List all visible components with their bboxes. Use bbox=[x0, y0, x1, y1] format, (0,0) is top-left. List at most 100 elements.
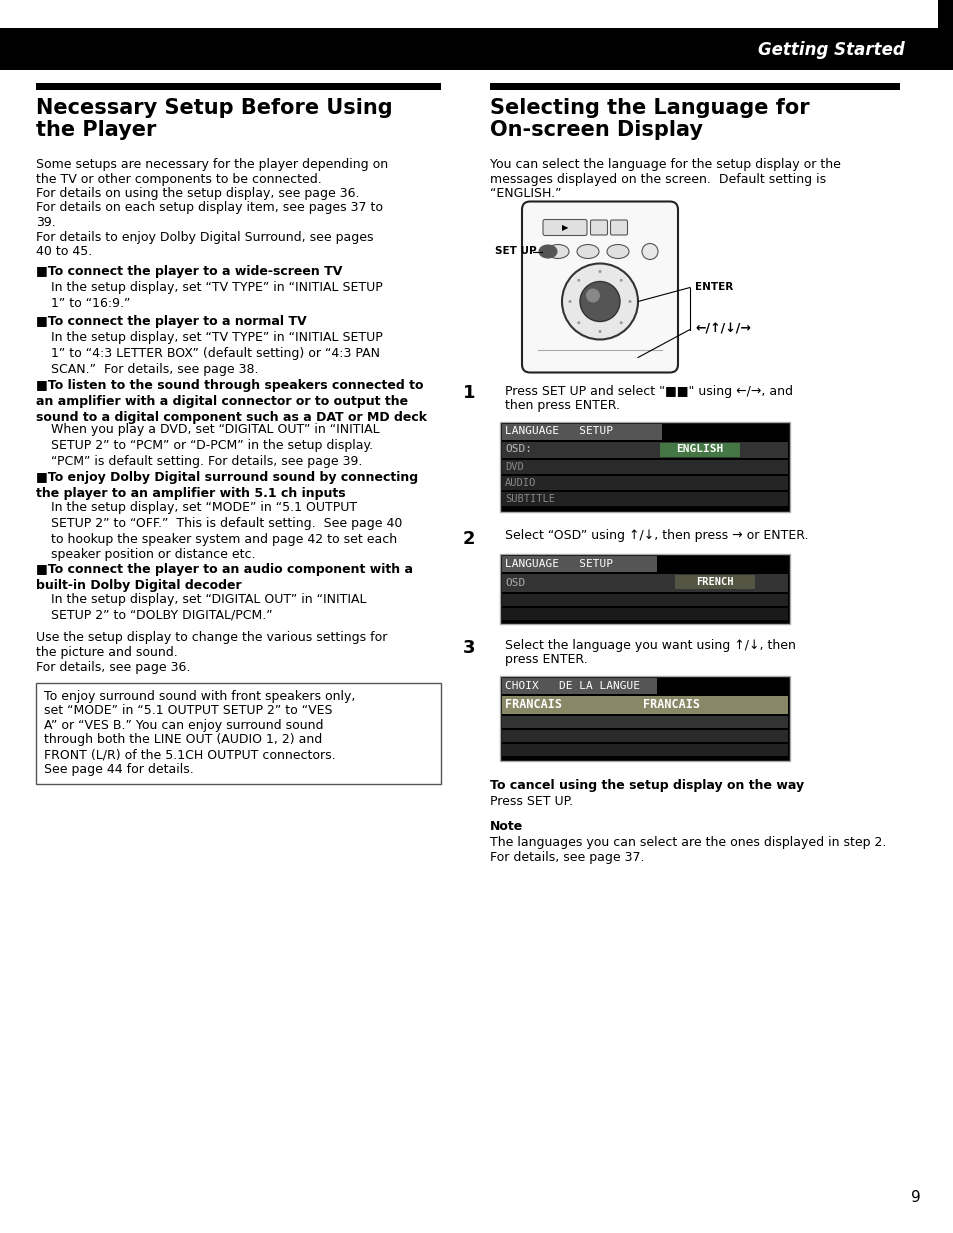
Text: 2: 2 bbox=[462, 529, 475, 547]
Text: You can select the language for the setup display or the: You can select the language for the setu… bbox=[490, 158, 840, 171]
Text: LANGUAGE   SETUP: LANGUAGE SETUP bbox=[504, 427, 613, 436]
Text: Press SET UP and select "■■" using ←/→, and: Press SET UP and select "■■" using ←/→, … bbox=[504, 385, 792, 397]
Text: Select the language you want using ↑/↓, then: Select the language you want using ↑/↓, … bbox=[504, 639, 795, 652]
Text: For details on using the setup display, see page 36.: For details on using the setup display, … bbox=[36, 187, 359, 200]
Text: On-screen Display: On-screen Display bbox=[490, 120, 702, 141]
Text: DVD: DVD bbox=[504, 461, 523, 471]
Text: Note: Note bbox=[490, 820, 522, 834]
Text: Selecting the Language for: Selecting the Language for bbox=[490, 97, 809, 118]
Text: FRANCAIS: FRANCAIS bbox=[504, 699, 561, 711]
Text: ←/↑/↓/→: ←/↑/↓/→ bbox=[695, 323, 750, 337]
Circle shape bbox=[577, 279, 579, 282]
Bar bbox=[675, 575, 754, 589]
Bar bbox=[501, 678, 657, 694]
Bar bbox=[501, 423, 661, 439]
Text: ■To enjoy Dolby Digital surround sound by connecting
the player to an amplifier : ■To enjoy Dolby Digital surround sound b… bbox=[36, 471, 417, 501]
Text: For details, see page 36.: For details, see page 36. bbox=[36, 661, 191, 673]
Text: AUDIO: AUDIO bbox=[504, 477, 536, 487]
Text: A” or “VES B.” You can enjoy surround sound: A” or “VES B.” You can enjoy surround so… bbox=[44, 719, 323, 732]
Text: See page 44 for details.: See page 44 for details. bbox=[44, 762, 193, 776]
Bar bbox=[659, 443, 740, 456]
Text: In the setup display, set “DIGITAL OUT” in “INITIAL
SETUP 2” to “DOLBY DIGITAL/P: In the setup display, set “DIGITAL OUT” … bbox=[51, 593, 366, 621]
Text: LANGUAGE   SETUP: LANGUAGE SETUP bbox=[504, 559, 613, 568]
Bar bbox=[937, 0, 953, 28]
Circle shape bbox=[585, 289, 599, 302]
Bar bbox=[501, 730, 787, 742]
Text: ▶: ▶ bbox=[561, 223, 568, 232]
Text: through both the LINE OUT (AUDIO 1, 2) and: through both the LINE OUT (AUDIO 1, 2) a… bbox=[44, 734, 322, 746]
Text: In the setup display, set “MODE” in “5.1 OUTPUT
SETUP 2” to “OFF.”  This is defa: In the setup display, set “MODE” in “5.1… bbox=[51, 502, 402, 561]
Text: Press SET UP.: Press SET UP. bbox=[490, 795, 573, 808]
Text: Getting Started: Getting Started bbox=[758, 41, 904, 59]
Text: Necessary Setup Before Using: Necessary Setup Before Using bbox=[36, 97, 393, 118]
Circle shape bbox=[561, 264, 638, 339]
Bar bbox=[36, 683, 440, 784]
Text: set “MODE” in “5.1 OUTPUT SETUP 2” to “VES: set “MODE” in “5.1 OUTPUT SETUP 2” to “V… bbox=[44, 704, 333, 718]
Circle shape bbox=[628, 300, 631, 303]
Text: For details to enjoy Dolby Digital Surround, see pages: For details to enjoy Dolby Digital Surro… bbox=[36, 231, 374, 243]
Bar bbox=[501, 743, 787, 756]
Text: For details, see page 37.: For details, see page 37. bbox=[490, 851, 644, 863]
Bar bbox=[499, 422, 789, 512]
Text: ■To connect the player to a wide-screen TV: ■To connect the player to a wide-screen … bbox=[36, 265, 342, 279]
Text: 1: 1 bbox=[462, 385, 475, 402]
Bar bbox=[490, 83, 899, 90]
Bar bbox=[501, 695, 787, 714]
Bar bbox=[36, 83, 440, 90]
Bar bbox=[501, 594, 787, 605]
Text: To cancel using the setup display on the way: To cancel using the setup display on the… bbox=[490, 779, 803, 792]
Bar bbox=[501, 556, 657, 572]
FancyBboxPatch shape bbox=[610, 219, 627, 236]
Text: The languages you can select are the ones displayed in step 2.: The languages you can select are the one… bbox=[490, 836, 885, 850]
Bar bbox=[501, 460, 787, 473]
Circle shape bbox=[641, 243, 658, 259]
Text: OSD: OSD bbox=[504, 578, 525, 588]
Text: “ENGLISH.”: “ENGLISH.” bbox=[490, 187, 561, 200]
Text: For details on each setup display item, see pages 37 to: For details on each setup display item, … bbox=[36, 201, 382, 215]
FancyBboxPatch shape bbox=[521, 201, 678, 372]
Text: FRONT (L/R) of the 5.1CH OUTPUT connectors.: FRONT (L/R) of the 5.1CH OUTPUT connecto… bbox=[44, 748, 335, 761]
FancyBboxPatch shape bbox=[590, 219, 607, 236]
Text: 39.: 39. bbox=[36, 216, 55, 229]
Text: messages displayed on the screen.  Default setting is: messages displayed on the screen. Defaul… bbox=[490, 173, 825, 185]
Text: 9: 9 bbox=[910, 1190, 920, 1205]
Bar bbox=[501, 608, 787, 620]
Text: SET UP: SET UP bbox=[495, 247, 536, 256]
Text: the TV or other components to be connected.: the TV or other components to be connect… bbox=[36, 173, 321, 185]
Text: CHOIX   DE LA LANGUE: CHOIX DE LA LANGUE bbox=[504, 681, 639, 690]
Text: FRANCAIS: FRANCAIS bbox=[642, 699, 700, 711]
Text: Select “OSD” using ↑/↓, then press → or ENTER.: Select “OSD” using ↑/↓, then press → or … bbox=[504, 529, 807, 543]
Circle shape bbox=[619, 279, 622, 282]
Text: ENTER: ENTER bbox=[695, 282, 733, 292]
Bar bbox=[499, 676, 789, 761]
Text: OSD:: OSD: bbox=[504, 445, 532, 455]
Text: When you play a DVD, set “DIGITAL OUT” in “INITIAL
SETUP 2” to “PCM” or “D-PCM” : When you play a DVD, set “DIGITAL OUT” i… bbox=[51, 423, 379, 467]
Bar bbox=[0, 28, 953, 70]
Circle shape bbox=[579, 281, 619, 322]
Ellipse shape bbox=[538, 245, 557, 258]
Text: Some setups are necessary for the player depending on: Some setups are necessary for the player… bbox=[36, 158, 388, 171]
Circle shape bbox=[577, 322, 579, 324]
Text: In the setup display, set “TV TYPE” in “INITIAL SETUP
1” to “4:3 LETTER BOX” (de: In the setup display, set “TV TYPE” in “… bbox=[51, 332, 382, 376]
Text: ■To connect the player to a normal TV: ■To connect the player to a normal TV bbox=[36, 316, 306, 328]
Text: Use the setup display to change the various settings for: Use the setup display to change the vari… bbox=[36, 631, 387, 645]
Ellipse shape bbox=[606, 244, 628, 259]
Circle shape bbox=[598, 270, 601, 272]
FancyBboxPatch shape bbox=[542, 219, 586, 236]
Circle shape bbox=[619, 322, 622, 324]
Text: ■To connect the player to an audio component with a
built-in Dolby Digital decod: ■To connect the player to an audio compo… bbox=[36, 563, 413, 592]
Text: 3: 3 bbox=[462, 639, 475, 657]
Text: the picture and sound.: the picture and sound. bbox=[36, 646, 177, 658]
Bar bbox=[499, 554, 789, 624]
Text: To enjoy surround sound with front speakers only,: To enjoy surround sound with front speak… bbox=[44, 690, 355, 703]
Text: then press ENTER.: then press ENTER. bbox=[504, 399, 619, 412]
Bar bbox=[501, 716, 787, 727]
Bar bbox=[501, 476, 787, 490]
Text: FRENCH: FRENCH bbox=[696, 577, 733, 587]
Ellipse shape bbox=[546, 244, 568, 259]
Text: ■To listen to the sound through speakers connected to
an amplifier with a digita: ■To listen to the sound through speakers… bbox=[36, 380, 427, 423]
Text: SUBTITLE: SUBTITLE bbox=[504, 493, 555, 503]
Bar bbox=[501, 575, 787, 592]
Text: 40 to 45.: 40 to 45. bbox=[36, 245, 92, 258]
Text: the Player: the Player bbox=[36, 120, 156, 141]
